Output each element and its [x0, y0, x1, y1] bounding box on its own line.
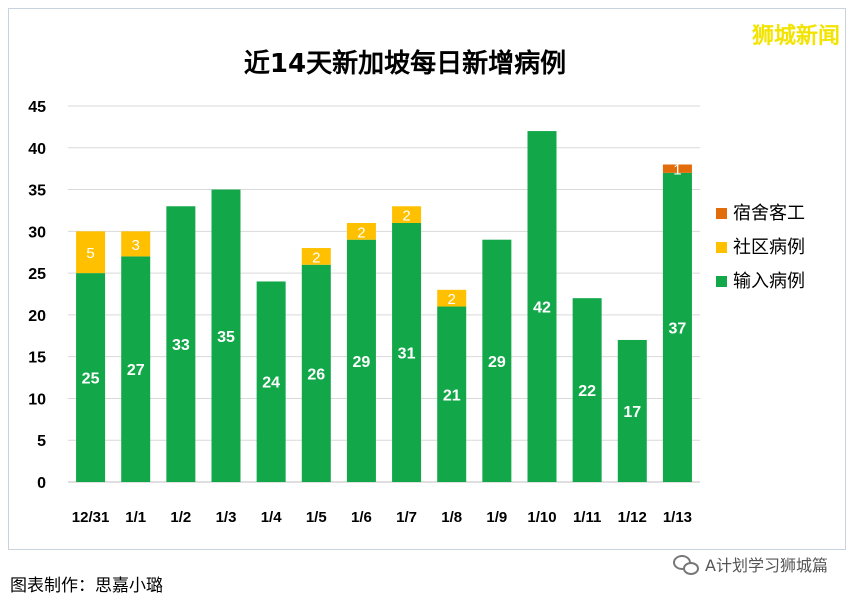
- data-label: 2: [402, 208, 410, 225]
- legend-label: 宿舍客工: [733, 203, 805, 224]
- bar-segment: [437, 289, 467, 307]
- y-tick-label: 15: [28, 350, 46, 367]
- x-tick-label: 1/10: [527, 509, 556, 526]
- data-label: 5: [86, 245, 94, 262]
- data-label: 37: [669, 320, 687, 337]
- y-tick-label: 45: [28, 99, 46, 116]
- x-tick-label: 1/7: [396, 509, 417, 526]
- wechat-icon: [673, 554, 700, 575]
- brand-watermark: 狮城新闻: [751, 24, 840, 49]
- bar-segment: [392, 206, 422, 223]
- bar-segment: [527, 131, 557, 483]
- bar-segment: [482, 239, 512, 482]
- data-label: 22: [578, 383, 596, 400]
- bar-segment: [211, 189, 241, 483]
- legend-label: 输入病例: [733, 271, 805, 292]
- data-label: 26: [307, 366, 325, 383]
- y-tick-label: 5: [37, 433, 46, 450]
- wechat-account: A计划学习狮城篇: [673, 552, 828, 576]
- legend-label: 社区病例: [733, 237, 805, 258]
- bar-segment: [392, 222, 422, 482]
- bar-segment: [301, 264, 331, 482]
- bar-segment: [76, 231, 106, 274]
- bar-segment: [76, 273, 106, 482]
- chart-title: 近14天新加坡每日新增病例: [244, 48, 566, 79]
- y-tick-label: 10: [28, 391, 46, 408]
- data-label: 2: [357, 224, 365, 241]
- x-tick-label: 1/13: [663, 509, 692, 526]
- x-tick-label: 1/9: [486, 509, 507, 526]
- bar-segment: [572, 298, 602, 482]
- bar-segment: [662, 172, 692, 482]
- x-tick-label: 1/8: [441, 509, 462, 526]
- legend-swatch: [716, 208, 727, 219]
- grid-lines: [68, 105, 700, 483]
- bar-segment: [346, 222, 376, 240]
- data-label: 3: [132, 237, 140, 254]
- x-tick-label: 1/4: [261, 509, 283, 526]
- legend-swatch: [716, 276, 727, 287]
- data-label: 31: [398, 345, 416, 362]
- data-label: 33: [172, 337, 190, 354]
- y-tick-label: 40: [28, 141, 46, 158]
- data-label: 2: [448, 291, 456, 308]
- x-tick-label: 1/3: [216, 509, 237, 526]
- legend-swatch: [716, 242, 727, 253]
- bar-segment: [121, 231, 151, 257]
- data-label: 29: [488, 354, 506, 371]
- x-tick-label: 1/12: [618, 509, 647, 526]
- bar-segment: [166, 206, 196, 482]
- bar-segment: [301, 248, 331, 265]
- data-label: 25: [82, 371, 100, 388]
- y-tick-label: 20: [28, 308, 46, 325]
- data-label: 1: [673, 162, 681, 179]
- y-tick-label: 25: [28, 266, 46, 283]
- bar-segment: [437, 306, 467, 482]
- data-label: 29: [353, 354, 371, 371]
- bar-segment: [617, 339, 647, 482]
- data-label: 42: [533, 300, 551, 317]
- data-label: 35: [217, 329, 235, 346]
- data-label: 27: [127, 362, 145, 379]
- y-tick-label: 0: [37, 475, 46, 492]
- bar-segment: [346, 239, 376, 482]
- y-tick-label: 35: [28, 183, 46, 200]
- data-label: 24: [262, 375, 280, 392]
- x-tick-label: 1/11: [573, 509, 601, 526]
- x-tick-label: 1/1: [125, 509, 146, 526]
- x-tick-label: 1/2: [170, 509, 191, 526]
- data-label: 21: [443, 387, 461, 404]
- x-tick-label: 1/5: [306, 509, 327, 526]
- x-tick-label: 1/6: [351, 509, 372, 526]
- bar-segment: [662, 164, 692, 173]
- data-label: 17: [623, 404, 641, 421]
- chart-credit: 图表制作：思嘉小璐: [10, 576, 163, 596]
- x-tick-label: 12/31: [72, 509, 110, 526]
- bar-segment: [121, 256, 151, 482]
- wechat-account-name: A计划学习狮城篇: [705, 556, 828, 575]
- bar-segment: [256, 281, 286, 482]
- data-label: 2: [312, 249, 320, 266]
- y-tick-label: 30: [28, 224, 46, 241]
